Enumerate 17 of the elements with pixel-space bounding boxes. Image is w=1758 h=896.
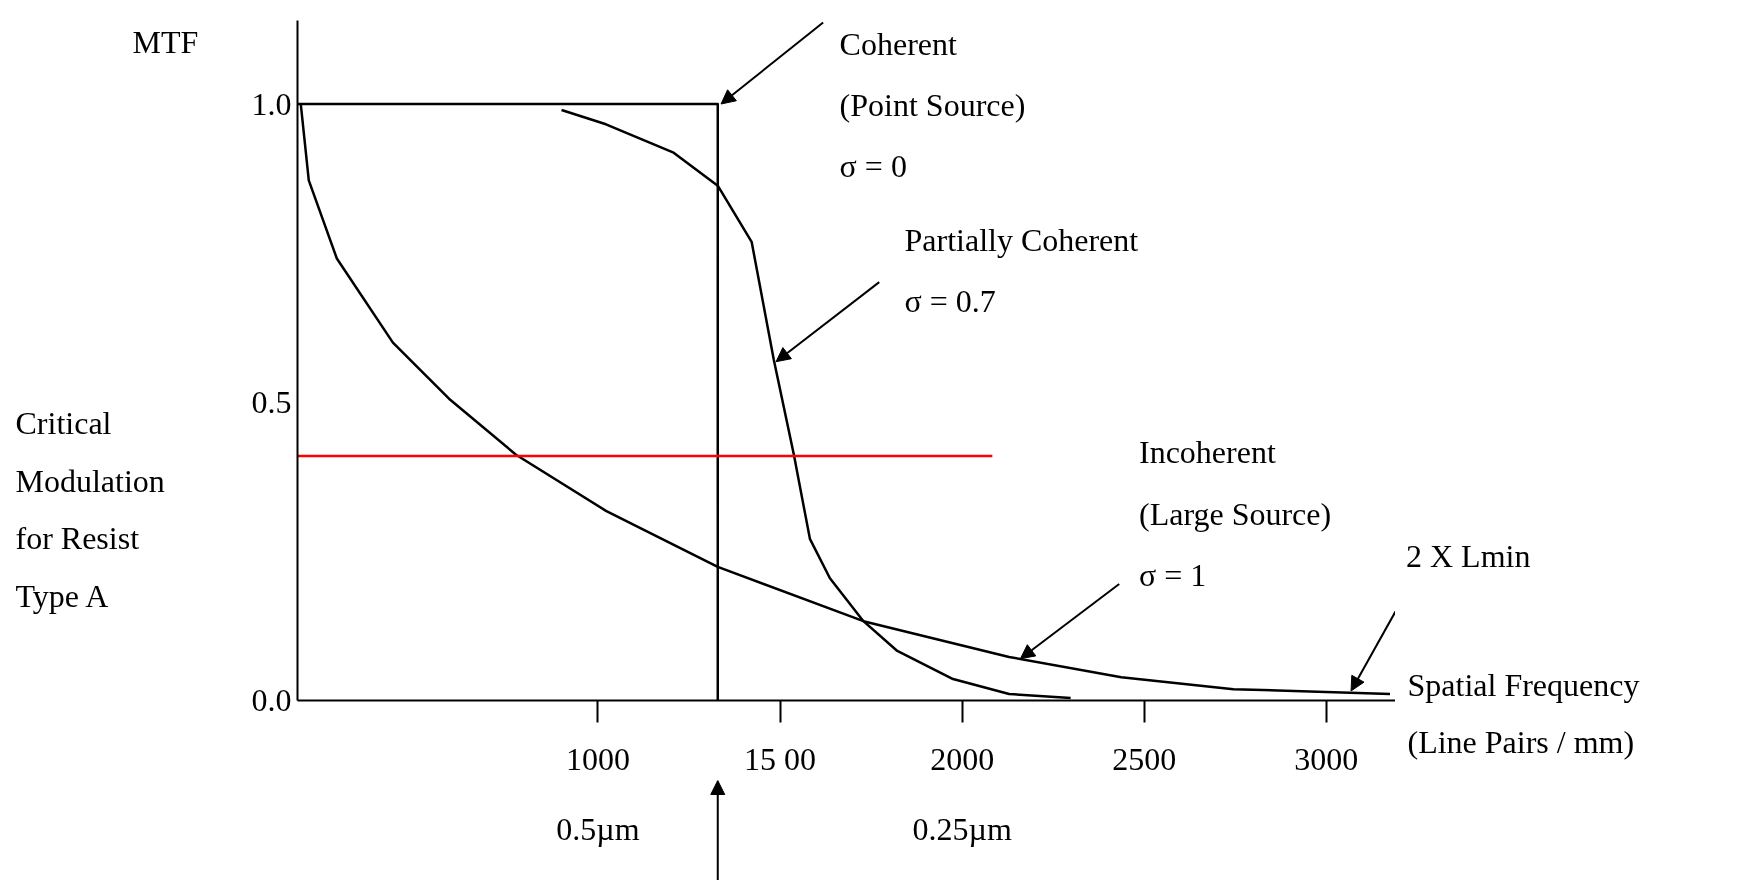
text: Critical Modulation for Resist Type A — [15, 404, 165, 614]
text: 0.25µm — [912, 810, 1012, 847]
x-tick-label: 1000 — [565, 740, 630, 777]
y-axis-title: MTF — [132, 23, 199, 60]
text: 0.5µm — [556, 810, 640, 847]
annotation: Incoherent (Large Source) σ = 1 — [1138, 434, 1332, 593]
x-tick-label: 15 00 — [744, 740, 817, 777]
annotation: Partially Coherent σ = 0.7 — [904, 222, 1139, 320]
x-tick-label: 3000 — [1294, 740, 1359, 777]
y-tick-label: 0.0 — [251, 682, 292, 718]
y-tick-label: 1.0 — [251, 85, 292, 122]
x-tick-label: 2500 — [1112, 740, 1177, 777]
x-tick-label: 2000 — [930, 740, 995, 777]
x-axis-title: Spatial Frequency (Line Pairs / mm) — [1407, 666, 1640, 761]
y-tick-label: 0.5 — [251, 383, 292, 420]
annotation: Coherent (Point Source) σ = 0 — [839, 25, 1026, 185]
annotation: 2 X Lmin — [1405, 537, 1531, 574]
